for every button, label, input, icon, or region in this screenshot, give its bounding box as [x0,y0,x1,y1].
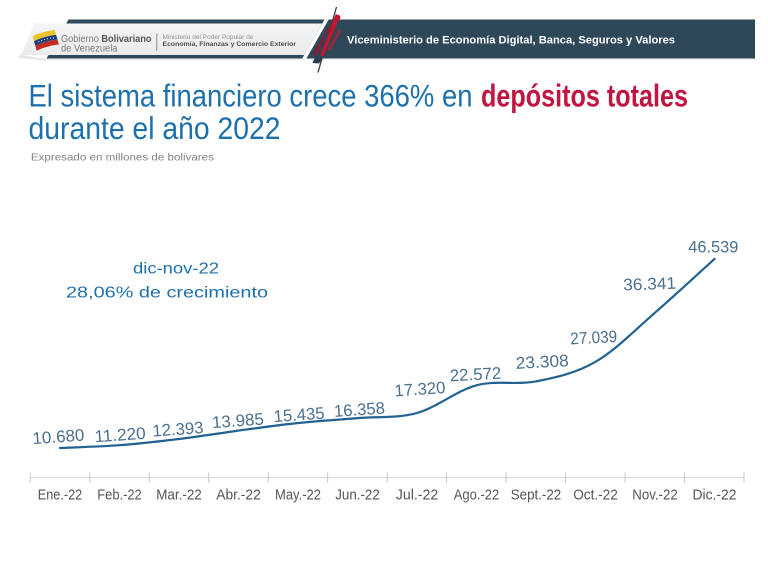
svg-text:Dic.-22: Dic.-22 [693,487,737,504]
svg-text:Sept.-22: Sept.-22 [511,487,562,504]
svg-text:16.358: 16.358 [333,398,385,421]
svg-text:Expresado en millones de boliv: Expresado en millones de bolivares [31,152,214,164]
svg-text:Feb.-22: Feb.-22 [97,487,142,504]
svg-text:17.320: 17.320 [394,378,446,401]
svg-text:Ministerio del Poder Popular d: Ministerio del Poder Popular de [163,35,255,41]
svg-text:El sistema financiero crece 36: El sistema financiero crece 366% en [29,78,473,114]
svg-text:Oct.-22: Oct.-22 [573,487,618,504]
svg-text:36.341: 36.341 [623,274,677,295]
svg-text:Ene.-22: Ene.-22 [38,487,83,504]
svg-text:Ago.-22: Ago.-22 [454,487,500,504]
svg-text:Abr.-22: Abr.-22 [216,487,261,504]
svg-text:de Venezuela: de Venezuela [61,44,118,55]
svg-text:Economía, Finanzas y Comercio: Economía, Finanzas y Comercio Exterior [163,41,297,48]
svg-text:13.985: 13.985 [211,410,264,433]
svg-text:depósitos totales: depósitos totales [481,78,688,114]
svg-text:28,06% de crecimiento: 28,06% de crecimiento [66,285,268,302]
svg-text:10.680: 10.680 [32,426,85,449]
svg-text:15.435: 15.435 [273,404,325,427]
svg-text:27.039: 27.039 [570,327,618,348]
svg-text:Mar.-22: Mar.-22 [156,487,202,504]
svg-text:Nov.-22: Nov.-22 [632,487,678,504]
svg-text:46.539: 46.539 [688,237,738,256]
svg-text:dic-nov-22: dic-nov-22 [133,261,219,278]
svg-text:12.393: 12.393 [152,418,204,441]
svg-text:22.572: 22.572 [449,364,501,386]
svg-text:11.220: 11.220 [94,424,146,447]
svg-text:Viceministerio de Economía Dig: Viceministerio de Economía Digital, Banc… [347,35,675,47]
svg-text:Gobierno Bolivariano: Gobierno Bolivariano [61,34,152,45]
svg-text:Jun.-22: Jun.-22 [335,487,380,504]
svg-text:Jul.-22: Jul.-22 [396,487,439,504]
svg-text:durante el año 2022: durante el año 2022 [29,110,281,146]
svg-text:23.308: 23.308 [515,351,569,373]
svg-text:May.-22: May.-22 [275,487,321,504]
